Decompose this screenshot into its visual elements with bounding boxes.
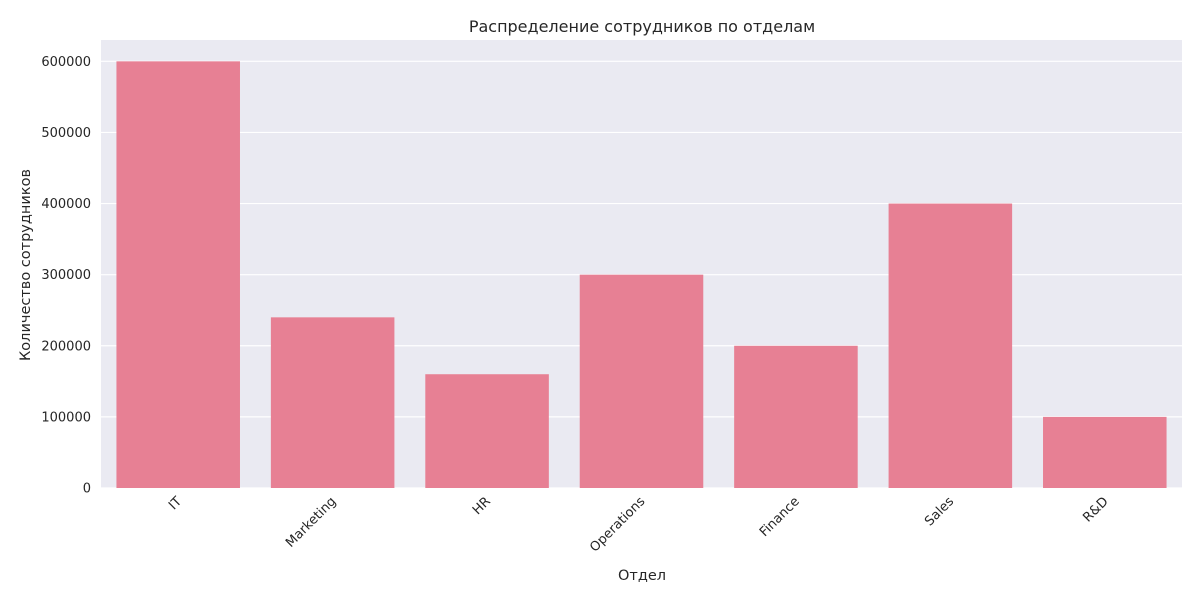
- bar-r-d: [1043, 416, 1167, 488]
- y-tick-label: 100000: [41, 410, 91, 425]
- bar-sales: [888, 203, 1013, 489]
- y-tick-label: 500000: [41, 126, 91, 141]
- x-axis-ticks: IT Marketing HR Operations Finance Sales R&D: [166, 494, 1112, 555]
- bar-hr: [425, 374, 549, 488]
- x-tick-label: Marketing: [283, 494, 339, 550]
- x-tick-label: Sales: [922, 494, 957, 529]
- x-tick-label: IT: [166, 494, 185, 513]
- x-tick-label: HR: [470, 494, 494, 518]
- y-axis-ticks: 0 100000 200000 300000 400000 500000 600000: [41, 55, 91, 497]
- y-axis-label: Количество сотрудников: [18, 169, 34, 361]
- bar-marketing: [270, 317, 395, 488]
- bar-finance: [734, 345, 858, 488]
- y-tick-label: 400000: [41, 197, 91, 212]
- x-axis-label: Отдел: [618, 568, 666, 584]
- chart-title: Распределение сотрудников по отделам: [469, 17, 815, 36]
- bars: [116, 61, 1167, 489]
- y-tick-label: 200000: [41, 339, 91, 354]
- y-tick-label: 300000: [41, 268, 91, 283]
- x-tick-label: Finance: [757, 494, 803, 540]
- x-tick-label: Operations: [587, 494, 648, 555]
- x-tick-label: R&D: [1080, 494, 1111, 525]
- y-tick-label: 0: [83, 482, 91, 497]
- bar-it: [116, 61, 240, 488]
- bar-operations: [579, 274, 704, 488]
- y-tick-label: 600000: [41, 55, 91, 70]
